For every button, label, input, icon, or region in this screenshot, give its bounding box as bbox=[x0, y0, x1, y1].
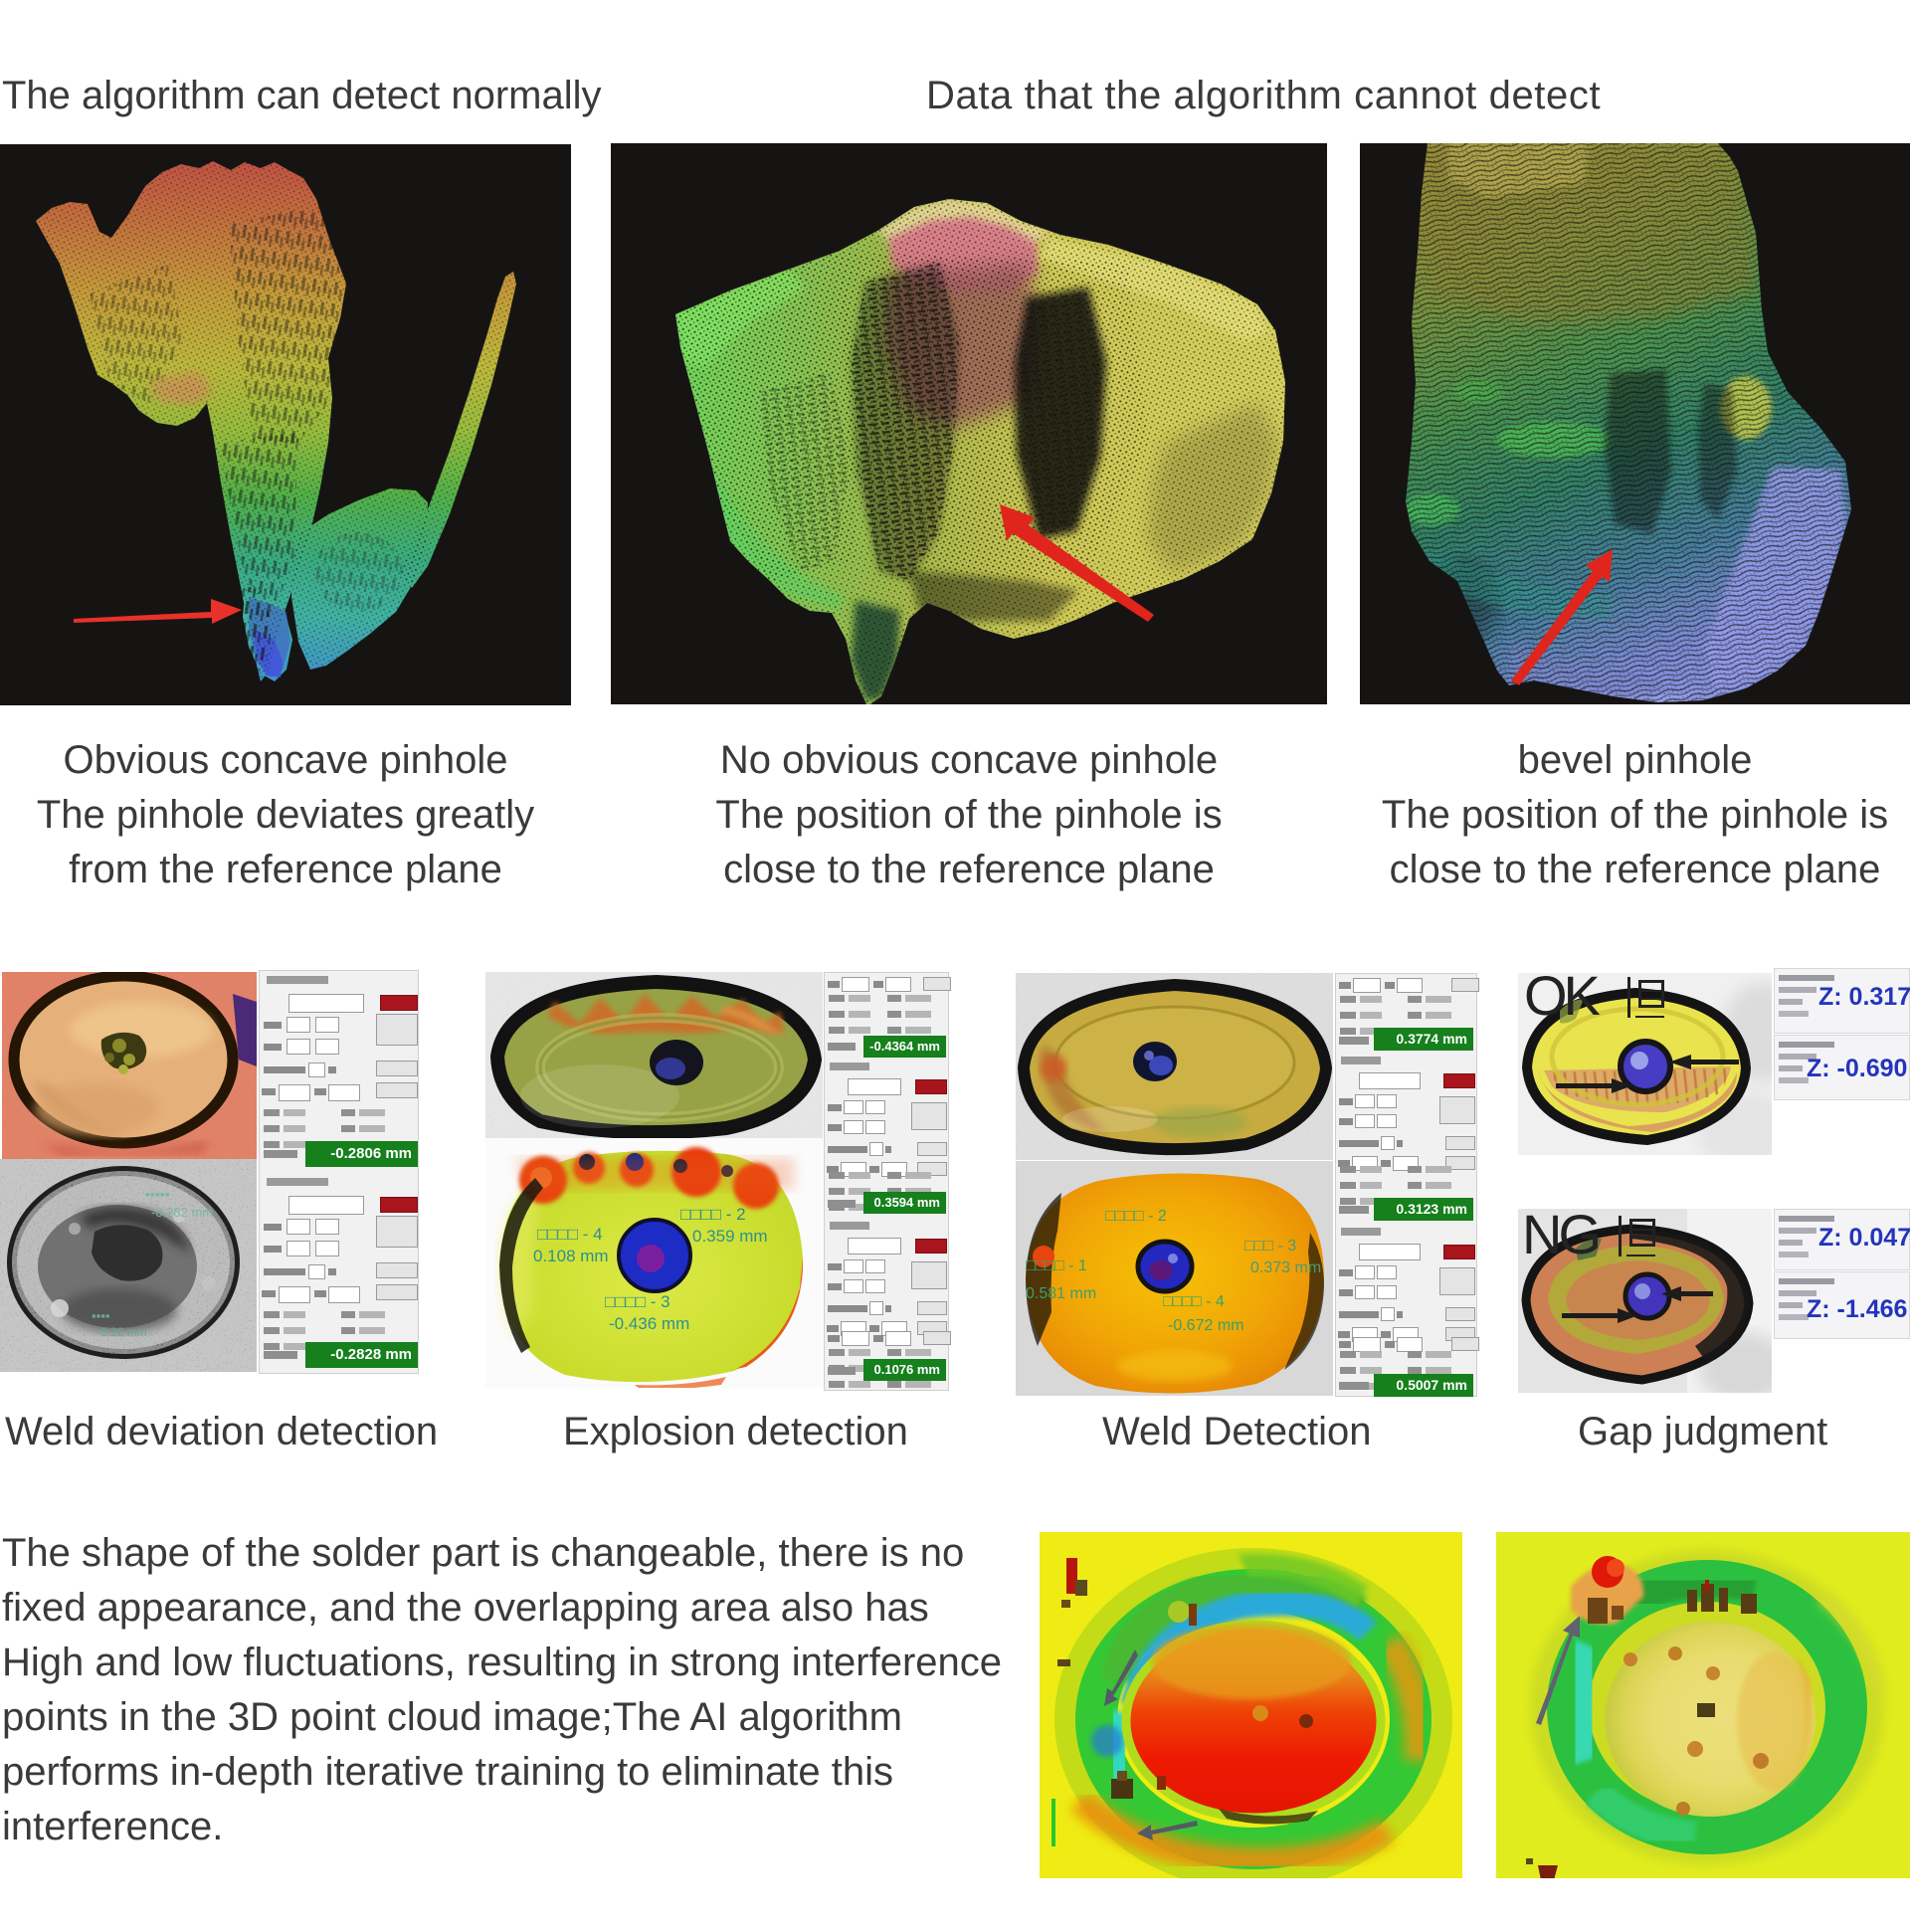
svg-text:□□□□ - 3: □□□□ - 3 bbox=[605, 1292, 670, 1311]
svg-text:□□□□ - 4: □□□□ - 4 bbox=[1163, 1293, 1225, 1310]
svg-text:0.581 mm: 0.581 mm bbox=[1026, 1285, 1096, 1302]
svg-text:-0.436 mm: -0.436 mm bbox=[609, 1314, 689, 1333]
svg-text:0.373 mm: 0.373 mm bbox=[1250, 1259, 1321, 1276]
svg-text:0.108 mm: 0.108 mm bbox=[533, 1247, 609, 1265]
svg-text:-0.282 mm: -0.282 mm bbox=[151, 1205, 213, 1220]
svg-text:▪▪▪▪▪: ▪▪▪▪▪ bbox=[145, 1186, 170, 1202]
svg-text:-0.28 mm: -0.28 mm bbox=[96, 1325, 147, 1339]
svg-text:0.359 mm: 0.359 mm bbox=[692, 1227, 768, 1246]
svg-text:□□□ - 3: □□□ - 3 bbox=[1244, 1238, 1296, 1255]
svg-text:□□□□ - 2: □□□□ - 2 bbox=[1105, 1208, 1167, 1225]
svg-text:-0.672 mm: -0.672 mm bbox=[1168, 1317, 1243, 1334]
svg-text:□□□□ - 2: □□□□ - 2 bbox=[680, 1205, 746, 1224]
svg-text:▪▪▪▪: ▪▪▪▪ bbox=[92, 1308, 109, 1323]
svg-text:□□□□ - 4: □□□□ - 4 bbox=[537, 1225, 603, 1244]
svg-text:□□□□ - 1: □□□□ - 1 bbox=[1026, 1257, 1087, 1274]
